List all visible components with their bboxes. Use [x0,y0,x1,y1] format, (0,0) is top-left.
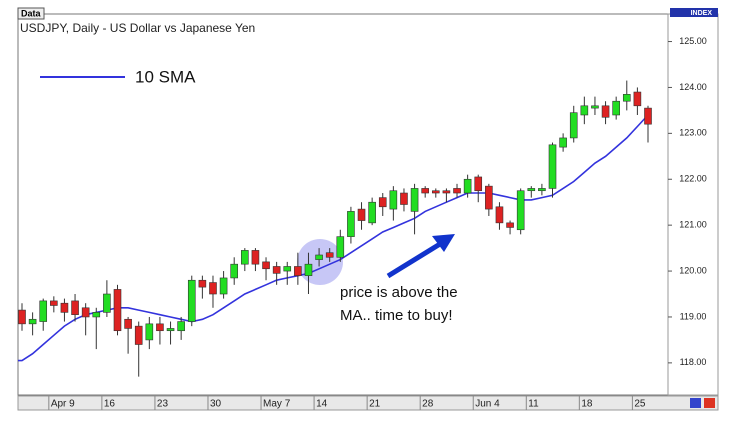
x-tick-label: 21 [369,399,381,410]
annotation-line: price is above the [340,284,458,301]
candle-body [516,190,525,231]
candle-body [527,188,536,192]
candle-body [442,190,451,194]
candle-body [357,208,366,221]
candle-body [81,307,90,318]
candle-body [219,277,228,295]
y-tick-label: 121.00 [679,220,707,230]
candle-body [134,325,143,345]
x-tick-label: Jun 4 [475,399,500,410]
y-tick-label: 123.00 [679,128,707,138]
candle-body [39,300,48,322]
arrow-shaft [386,241,442,279]
candle-body [410,188,419,212]
candle-body [368,201,376,224]
x-tick-label: 11 [528,399,539,410]
candle-body [166,328,175,332]
candle-body [548,144,557,189]
x-tick-label: 18 [581,399,593,410]
candle-body [156,323,164,332]
y-tick-label: 118.00 [680,357,707,367]
candle-body [591,105,599,109]
x-tick-label: 14 [316,399,328,410]
candle-body [538,188,546,192]
candle-body [103,293,111,313]
candle-body [633,91,642,107]
candle-body [580,105,589,116]
x-tick-label: 23 [157,399,169,410]
nav-icon[interactable] [704,398,715,408]
candle-body [28,318,37,325]
candle-body [71,300,79,315]
candle-body [644,107,652,125]
candle-body [315,254,323,260]
y-tick-label: 124.00 [679,82,707,92]
candle-body [209,282,217,295]
x-tick-label: 16 [104,399,116,410]
candle-body [198,279,207,288]
candle-body [569,112,578,139]
candle-body [92,312,101,318]
x-tick-label: 28 [422,399,434,410]
candle-body [230,263,239,279]
candle-body [431,190,440,194]
candle-body [463,178,472,194]
y-axis-band [667,13,719,396]
candle-body [506,222,514,228]
candle-body [294,266,302,276]
candle-body [325,252,334,258]
candle-body [389,190,398,210]
nav-icon[interactable] [690,398,701,408]
axis-label-box [670,8,718,17]
candle-body [60,302,69,313]
x-tick-label: 30 [210,399,222,410]
candle-body [124,318,132,329]
candle-body [601,105,610,118]
plot-frame [17,13,669,396]
x-tick-label: May 7 [263,399,291,410]
tag: Data [21,8,42,18]
candle-body [559,137,567,148]
candle-body [251,250,260,265]
candle-body [622,94,631,102]
candle-body [304,263,313,276]
legend-label: 10 SMA [135,67,196,86]
candle-body [113,289,122,332]
x-tick-label: 25 [634,399,646,410]
candle-body [18,309,26,325]
chart-title: USDJPY, Daily - US Dollar vs Japanese Ye… [20,21,255,35]
candle-body [272,266,281,274]
y-tick-label: 125.00 [679,36,707,46]
candle-body [336,236,345,258]
y-tick-label: 119.00 [680,311,707,321]
annotation-line: MA.. time to buy! [340,307,453,324]
arrow-head [432,234,455,252]
candle-body [453,188,461,194]
x-axis-band [17,395,719,411]
candle-body [347,211,355,237]
candle-body [421,188,429,194]
candle-body [474,176,483,192]
candle-body [283,266,292,272]
y-tick-label: 120.00 [679,265,707,275]
candle-body [145,323,154,341]
y-tick-label: 122.00 [679,174,707,184]
candle-body [400,192,408,205]
candle-body [612,100,620,116]
candle-body [495,206,504,224]
candle-body [262,261,270,270]
candle-body [241,250,249,265]
candle-body [177,321,185,332]
candle-body [187,279,196,322]
tag-box [17,7,45,20]
marks: 118.00 119.00 120.00 121.00 122.00 123.00 124.… [18,36,707,410]
x-tick-label: Apr 9 [51,399,75,410]
candle-body [485,185,493,210]
candle-body [378,197,387,208]
axis-label: INDEX [691,10,713,17]
candle-body [50,300,58,306]
